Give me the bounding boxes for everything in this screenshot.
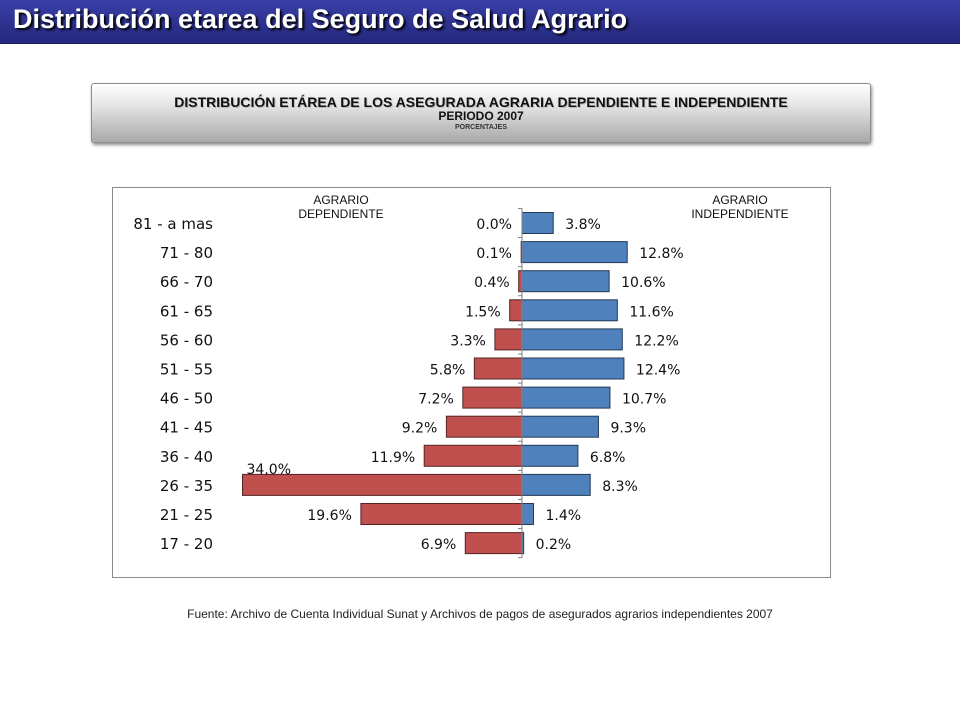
data-label-independiente: 10.6% (621, 275, 665, 291)
category-label: 17 - 20 (160, 535, 213, 553)
data-label-independiente: 8.3% (602, 479, 638, 495)
data-label-dependiente: 19.6% (307, 508, 351, 524)
data-label-dependiente: 0.1% (476, 246, 512, 262)
data-label-independiente: 1.4% (546, 508, 582, 524)
data-label-dependiente: 0.0% (476, 217, 512, 233)
bar-independiente (521, 444, 579, 467)
category-label: 51 - 55 (160, 361, 213, 379)
title-bar: Distribución etarea del Seguro de Salud … (0, 0, 960, 44)
category-label: 21 - 25 (160, 506, 213, 524)
bar-dependiente (462, 386, 523, 409)
category-label: 41 - 45 (160, 419, 213, 437)
chart-frame: 81 - a mas 0.0% 3.8% 71 - 80 0.1% 12.8% 66 - 7… (112, 187, 831, 578)
data-label-independiente: 12.4% (636, 363, 680, 379)
bar-dependiente (509, 299, 523, 322)
category-label: 26 - 35 (160, 477, 213, 495)
bar-independiente (521, 270, 610, 293)
bar-independiente (521, 386, 611, 409)
bar-independiente (521, 328, 623, 351)
data-label-dependiente: 6.9% (421, 537, 457, 553)
category-label: 81 - a mas (133, 215, 213, 233)
bar-independiente (521, 241, 628, 264)
category-label: 71 - 80 (160, 244, 213, 262)
bar-independiente (521, 415, 599, 438)
right-series-caption: AGRARIO INDEPENDIENTE (680, 193, 800, 221)
bar-dependiente (423, 444, 523, 467)
data-label-independiente: 3.8% (565, 217, 601, 233)
data-label-independiente: 12.2% (634, 333, 678, 349)
category-label: 56 - 60 (160, 331, 213, 349)
source-note: Fuente: Archivo de Cuenta Individual Sun… (187, 607, 773, 621)
category-label: 36 - 40 (160, 448, 213, 466)
category-label: 66 - 70 (160, 273, 213, 291)
data-label-dependiente: 34.0% (247, 462, 291, 478)
data-label-independiente: 0.2% (536, 537, 572, 553)
bar-independiente (521, 473, 591, 496)
left-caption-line1: AGRARIO (313, 193, 369, 207)
banner-heading: DISTRIBUCIÓN ETÁREA DE LOS ASEGURADA AGR… (174, 94, 788, 110)
data-label-dependiente: 1.5% (465, 304, 501, 320)
data-label-dependiente: 7.2% (418, 392, 454, 408)
data-label-independiente: 6.8% (590, 450, 626, 466)
page-title: Distribución etarea del Seguro de Salud … (13, 4, 628, 34)
category-label: 46 - 50 (160, 390, 213, 408)
bar-dependiente (494, 328, 523, 351)
data-label-independiente: 9.3% (610, 421, 646, 437)
data-label-dependiente: 3.3% (450, 333, 486, 349)
data-label-dependiente: 0.4% (474, 275, 510, 291)
bar-dependiente (445, 415, 523, 438)
chart-banner: DISTRIBUCIÓN ETÁREA DE LOS ASEGURADA AGR… (91, 83, 871, 143)
category-label: 61 - 65 (160, 302, 213, 320)
bar-dependiente (464, 532, 523, 555)
bar-independiente (521, 212, 554, 234)
bar-independiente (521, 503, 535, 525)
data-label-independiente: 12.8% (639, 246, 683, 262)
banner-period: PERIODO 2007 (438, 109, 524, 123)
data-label-independiente: 11.6% (629, 304, 673, 320)
bar-independiente (521, 357, 625, 380)
bar-dependiente (473, 357, 523, 380)
bar-dependiente (360, 503, 523, 525)
bar-independiente (521, 299, 618, 322)
data-label-dependiente: 9.2% (402, 421, 438, 437)
left-caption-line2: DEPENDIENTE (298, 207, 384, 221)
data-label-dependiente: 11.9% (371, 450, 415, 466)
left-series-caption: AGRARIO DEPENDIENTE (281, 193, 401, 221)
right-caption-line2: INDEPENDIENTE (691, 207, 789, 221)
data-label-independiente: 10.7% (622, 392, 666, 408)
right-caption-line1: AGRARIO (712, 193, 768, 207)
banner-units: PORCENTAJES (455, 124, 507, 131)
pyramid-chart: 81 - a mas 0.0% 3.8% 71 - 80 0.1% 12.8% 66 - 7… (133, 207, 684, 559)
data-label-dependiente: 5.8% (430, 363, 466, 379)
